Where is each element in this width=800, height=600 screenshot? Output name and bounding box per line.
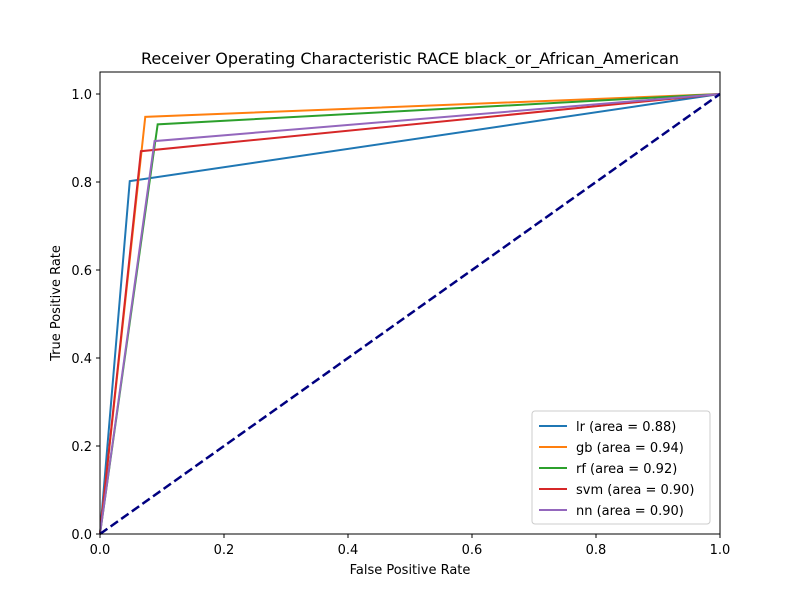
- x-tick-label: 0.8: [586, 543, 607, 558]
- plot-area: [99, 71, 721, 536]
- chart-title: Receiver Operating Characteristic RACE b…: [141, 49, 679, 69]
- y-axis-label: True Positive Rate: [49, 245, 64, 362]
- y-tick-label: 1.0: [71, 88, 92, 103]
- chance-reference-line: [99, 92, 721, 536]
- plot-frame: [99, 71, 721, 535]
- legend: lr (area = 0.88) gb (area = 0.94) rf (area…: [531, 410, 711, 525]
- legend-label-2: rf (area = 0.92): [576, 462, 677, 477]
- legend-label-3: svm (area = 0.90): [576, 483, 695, 498]
- x-tick-label: 1.0: [710, 543, 731, 558]
- legend-label-1: gb (area = 0.94): [576, 441, 684, 456]
- legend-box: [531, 410, 711, 525]
- legend-label-4: nn (area = 0.90): [576, 504, 684, 519]
- y-tick-label: 0.8: [71, 176, 92, 191]
- series-line-3: [99, 93, 721, 535]
- legend-label-0: lr (area = 0.88): [576, 420, 676, 435]
- y-tick-label: 0.0: [71, 528, 92, 543]
- x-tick-label: 0.2: [214, 543, 235, 558]
- y-tick-label: 0.4: [71, 352, 92, 367]
- y-axis-ticks: 0.0 0.2 0.4 0.6 0.8 1.0: [71, 88, 100, 543]
- y-tick-label: 0.6: [71, 264, 92, 279]
- x-tick-label: 0.4: [338, 543, 359, 558]
- series-line-0: [99, 93, 721, 535]
- series-line-4: [99, 93, 721, 535]
- y-tick-label: 0.2: [71, 440, 92, 455]
- x-axis-label: False Positive Rate: [350, 563, 471, 578]
- x-tick-label: 0.6: [462, 543, 483, 558]
- x-axis-ticks: 0.0 0.2 0.4 0.6 0.8 1.0: [90, 534, 731, 558]
- x-tick-label: 0.0: [90, 543, 111, 558]
